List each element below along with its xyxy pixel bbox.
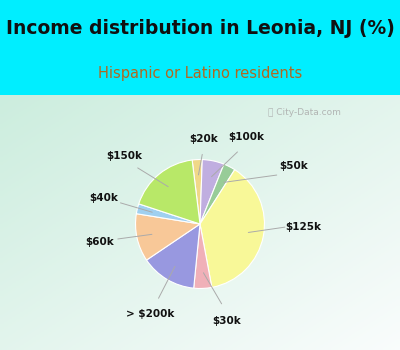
Wedge shape	[192, 160, 202, 224]
Text: $50k: $50k	[279, 161, 308, 171]
Text: $20k: $20k	[189, 134, 218, 144]
Wedge shape	[200, 164, 235, 224]
Wedge shape	[200, 170, 264, 287]
Text: $125k: $125k	[285, 222, 321, 232]
Text: Income distribution in Leonia, NJ (%): Income distribution in Leonia, NJ (%)	[6, 19, 394, 38]
Text: Hispanic or Latino residents: Hispanic or Latino residents	[98, 66, 302, 81]
Text: $150k: $150k	[106, 151, 142, 161]
Text: $100k: $100k	[228, 132, 264, 142]
Wedge shape	[194, 224, 212, 288]
Text: $40k: $40k	[89, 193, 118, 203]
Text: $30k: $30k	[213, 316, 242, 326]
Wedge shape	[136, 204, 200, 224]
Wedge shape	[136, 214, 200, 260]
Wedge shape	[139, 160, 200, 224]
Text: > $200k: > $200k	[126, 309, 174, 319]
Text: ⓘ City-Data.com: ⓘ City-Data.com	[268, 108, 340, 117]
Wedge shape	[146, 224, 200, 288]
Wedge shape	[200, 160, 224, 224]
Text: $60k: $60k	[86, 237, 114, 247]
